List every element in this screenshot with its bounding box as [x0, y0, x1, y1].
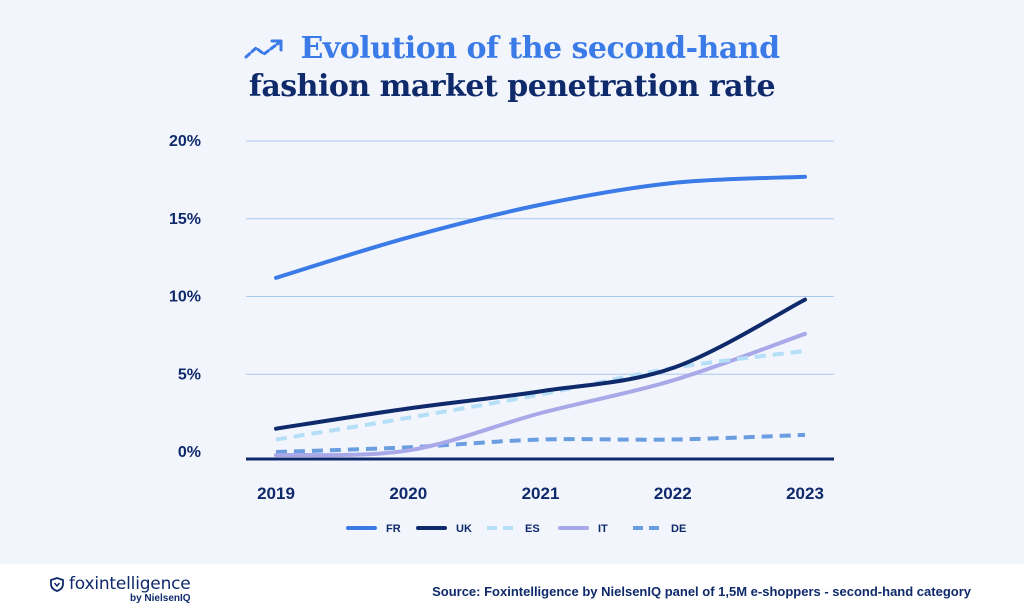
x-tick-label: 2022 — [654, 484, 692, 503]
brand-logo: foxintelligence by NielsenIQ — [50, 574, 191, 604]
title-line-2: fashion market penetration rate — [248, 69, 776, 104]
brand-sub: by NielsenIQ — [129, 593, 191, 604]
y-tick-label: 0% — [178, 444, 201, 461]
y-tick-label: 5% — [178, 366, 201, 383]
line-chart: 0% 5% 10% 15% 20% 2019 2020 2021 2022 2023 FR UK ES I… — [169, 133, 834, 535]
y-tick-label: 10% — [169, 289, 201, 306]
shield-icon — [50, 576, 64, 592]
series-line-uk — [274, 297, 807, 431]
series-line-it — [274, 331, 807, 458]
title-line-1: Evolution of the second-hand — [244, 30, 780, 68]
brand-name: foxintelligence — [69, 574, 191, 594]
series-line-de — [275, 432, 806, 454]
legend-label-fr: FR — [386, 523, 401, 535]
x-tick-label: 2023 — [786, 484, 824, 503]
legend-label-es: ES — [525, 523, 540, 535]
legend-label-it: IT — [598, 523, 608, 535]
x-tick-label: 2019 — [257, 484, 295, 503]
source-note: Source: Foxintelligence by NielsenIQ pan… — [432, 584, 971, 599]
x-tick-label: 2020 — [389, 484, 427, 503]
footer: foxintelligence by NielsenIQ Source: Fox… — [0, 564, 1024, 616]
chart-title: Evolution of the second-hand fashion mar… — [0, 30, 1024, 106]
trend-up-icon — [244, 39, 283, 59]
legend-label-de: DE — [671, 523, 686, 535]
series-line-fr — [274, 174, 807, 280]
x-tick-label: 2021 — [522, 484, 560, 503]
title-line-1-text: Evolution of the second-hand — [300, 31, 780, 66]
legend-label-uk: UK — [456, 523, 472, 535]
y-tick-label: 20% — [169, 133, 201, 150]
y-tick-label: 15% — [169, 211, 201, 228]
